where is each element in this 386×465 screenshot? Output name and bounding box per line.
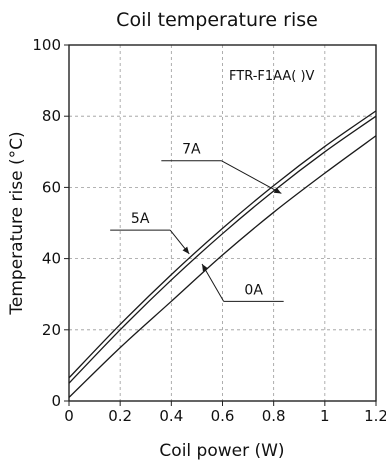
y-tick-label: 100 bbox=[32, 36, 61, 54]
y-tick-label: 40 bbox=[42, 250, 61, 268]
series-line-7a bbox=[68, 110, 377, 379]
grid-lines bbox=[69, 45, 376, 401]
x-tick-label: 0.2 bbox=[108, 407, 132, 425]
annotation-label-5a: 5A bbox=[131, 211, 150, 227]
x-axis-label: Coil power (W) bbox=[159, 441, 284, 461]
y-tick-label: 60 bbox=[42, 178, 61, 196]
y-axis-label: Temperature rise (°C) bbox=[7, 131, 27, 315]
chart-title: Coil temperature rise bbox=[116, 9, 318, 31]
x-tick-label: 0.8 bbox=[262, 407, 286, 425]
x-axis-ticks: 0 0.2 0.4 0.6 0.8 1 1.2 bbox=[64, 401, 386, 425]
annotation-arrow-7a bbox=[273, 187, 282, 194]
annotation-arrow-0a bbox=[202, 263, 209, 272]
annotation-leader-7a bbox=[161, 160, 282, 194]
x-tick-label: 0.4 bbox=[159, 407, 183, 425]
x-tick-label: 0 bbox=[64, 407, 74, 425]
x-tick-label: 1 bbox=[320, 407, 330, 425]
y-tick-label: 80 bbox=[42, 107, 61, 125]
y-axis-ticks: 0 20 40 60 80 100 bbox=[32, 36, 69, 410]
x-tick-label: 0.6 bbox=[211, 407, 235, 425]
annotation-leader-5a bbox=[110, 229, 190, 255]
y-tick-label: 20 bbox=[42, 321, 61, 339]
annotation-arrow-5a bbox=[182, 246, 190, 254]
annotation-label-0a: 0A bbox=[244, 282, 263, 298]
model-label: FTR-F1AA( )V bbox=[229, 69, 315, 84]
series-line-5a bbox=[68, 115, 377, 384]
annotation-leader-0a bbox=[201, 263, 284, 302]
annotation-label-7a: 7A bbox=[182, 142, 201, 158]
y-tick-label: 0 bbox=[51, 392, 61, 410]
series-line-0a bbox=[68, 135, 377, 398]
series-lines bbox=[68, 110, 377, 398]
x-tick-label: 1.2 bbox=[364, 407, 386, 425]
series-annotations: 7A 5A 0A bbox=[110, 142, 284, 302]
